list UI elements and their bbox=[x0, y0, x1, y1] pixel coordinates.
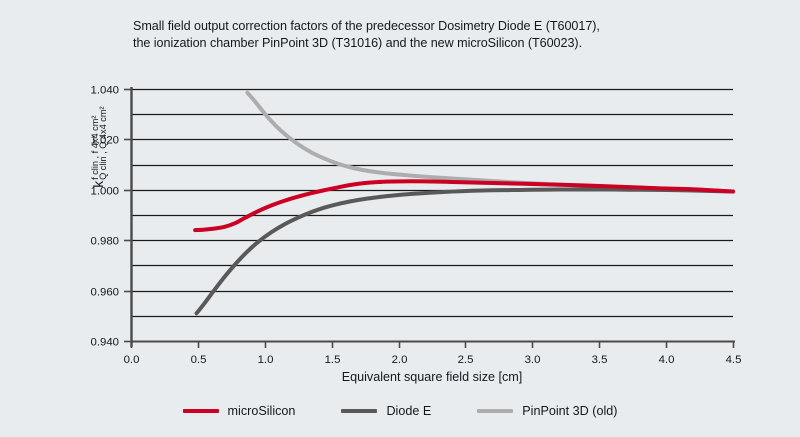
legend-label: Diode E bbox=[386, 404, 432, 418]
y-tick-label: 0.960 bbox=[90, 287, 119, 299]
axis-ticks bbox=[124, 88, 735, 348]
chart-legend: microSilicon Diode E PinPoint 3D (old) bbox=[0, 404, 800, 418]
y-axis-label-subscript: Q clin , Q 4x4 cm² bbox=[98, 106, 109, 180]
chart-title-line-2: the ionization chamber PinPoint 3D (T310… bbox=[133, 36, 583, 50]
y-tick-label: 0.980 bbox=[90, 236, 119, 248]
x-tick-label: 4.0 bbox=[659, 354, 675, 366]
legend-label: microSilicon bbox=[227, 404, 296, 418]
legend-swatch-icon bbox=[341, 408, 378, 414]
legend-item[interactable]: PinPoint 3D (old) bbox=[477, 404, 617, 418]
y-tick-label: 1.000 bbox=[90, 186, 119, 198]
y-tick-label: 0.940 bbox=[90, 337, 119, 349]
chart-title: Small field output correction factors of… bbox=[133, 18, 733, 52]
x-tick-label: 3.5 bbox=[592, 354, 608, 366]
tick-labels: 0.940 0.960 0.980 1.000 1.020 1.040 0.0 0.5 1.0 1… bbox=[90, 85, 741, 367]
x-tick-label: 2.5 bbox=[458, 354, 474, 366]
data-series bbox=[193, 90, 735, 316]
y-axis-label-stack: f clin , f 4x4 cm² Q clin , Q 4x4 cm² bbox=[90, 106, 109, 180]
x-tick-label: 0.0 bbox=[124, 354, 140, 366]
x-tick-label: 4.5 bbox=[726, 354, 742, 366]
chart-title-line-1: Small field output correction factors of… bbox=[133, 19, 600, 33]
y-axis-label-symbol: k bbox=[91, 180, 107, 188]
series-line-diode-e bbox=[194, 187, 735, 316]
y-tick-label: 1.040 bbox=[90, 85, 119, 97]
x-tick-label: 1.5 bbox=[325, 354, 341, 366]
x-tick-label: 1.0 bbox=[258, 354, 274, 366]
series-line-microsilicon bbox=[193, 179, 735, 233]
legend-item[interactable]: Diode E bbox=[341, 404, 431, 418]
axis-lines bbox=[130, 87, 735, 347]
x-tick-label: 3.0 bbox=[525, 354, 541, 366]
legend-label: PinPoint 3D (old) bbox=[522, 404, 618, 418]
x-tick-label: 0.5 bbox=[191, 354, 207, 366]
y-tick-label: 1.020 bbox=[90, 135, 119, 147]
x-tick-label: 2.0 bbox=[392, 354, 408, 366]
series-line-pinpoint-3d-old bbox=[245, 90, 735, 194]
gridlines bbox=[131, 88, 733, 343]
x-axis-label: Equivalent square field size [cm] bbox=[341, 370, 523, 384]
legend-swatch-icon bbox=[182, 408, 219, 414]
legend-item[interactable]: microSilicon bbox=[182, 404, 296, 418]
legend-swatch-icon bbox=[477, 408, 514, 414]
